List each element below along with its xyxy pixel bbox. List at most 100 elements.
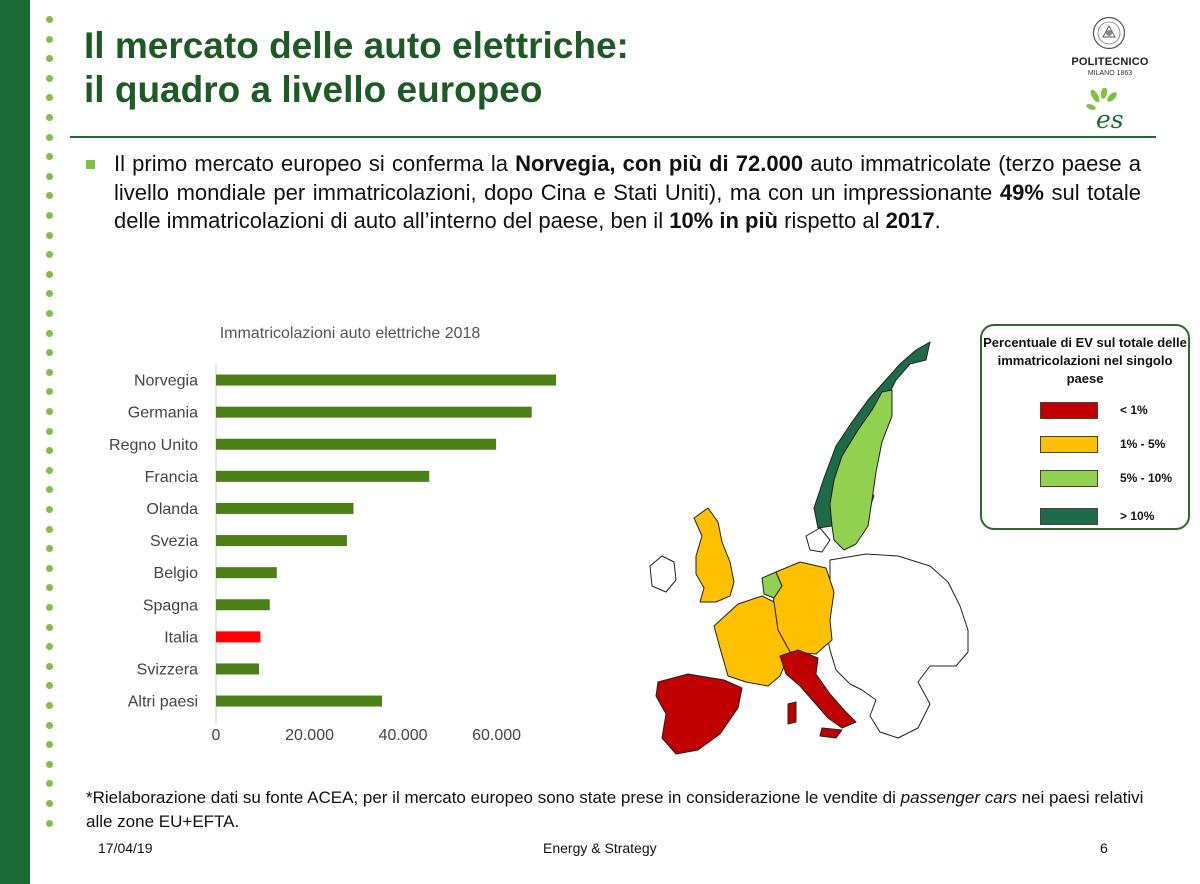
slide-title-line-2: il quadro a livello europeo [84,69,543,110]
bar-francia [216,470,430,482]
decorative-dot [46,310,53,317]
category-label-germania: Germania [128,405,198,422]
x-tick-label: 20.000 [285,727,334,744]
decorative-dot [46,290,53,298]
legend-item-lt-1: < 1% [1040,402,1190,420]
decorative-dot [46,427,53,435]
bar-spagna [216,599,270,611]
legend-item-1-5: 1% - 5% [1040,436,1190,454]
decorative-dot [46,153,53,161]
bullet-paragraph: Il primo mercato europeo si conferma la … [114,150,1141,236]
bullet-bold-year: 2017 [885,208,935,233]
legend-swatch-1-5 [1040,436,1098,453]
legend-label-1-5: 1% - 5% [1120,437,1166,451]
decorative-dot [46,447,53,455]
bullet-text-5: . [934,208,941,233]
map-france [713,595,791,687]
legend-swatch-gt-10 [1040,508,1098,525]
decorative-dot [46,172,53,180]
bullet-text-2: auto immatricolate (terzo paese a livell… [114,151,1141,205]
decorative-dot [46,662,53,670]
x-tick-label: 0 [212,727,221,744]
legend-label-lt-1: < 1% [1120,403,1148,417]
decorative-dot [46,329,53,337]
bar-svezia [216,535,347,547]
university-seal-icon [1092,16,1126,50]
footer-page-number: 6 [1100,840,1108,856]
decorative-dot [46,74,53,82]
decorative-dot [46,231,53,239]
bullet-bold-share: 49% [999,179,1044,205]
bar-regno-unito [216,438,497,450]
decorative-dot [46,388,53,396]
logo-mark-text: es [1096,105,1124,132]
decorative-dot [46,780,53,788]
bar-norvegia [216,374,556,386]
category-label-regno-unito: Regno Unito [109,437,198,454]
footer-company: Energy & Strategy [543,840,657,856]
legend-label-5-10: 5% - 10% [1120,471,1173,485]
source-footnote: *Rielaborazione dati su fonte ACEA; per … [86,786,1146,834]
legend-label-gt-10: > 10% [1120,509,1155,523]
slide-title: Il mercato delle auto elettriche: il qua… [84,24,629,112]
footnote-text-2: nei paesi relativi alle zone EU+EFTA. [86,788,1144,831]
decorative-dot [46,486,53,494]
bullet-bold-norway: Norvegia, con più di 72.000 [515,151,804,176]
category-label-belgio: Belgio [154,565,199,582]
decorative-dot [46,819,53,827]
decorative-dot [46,192,53,200]
decorative-dot [46,408,53,415]
decorative-dot [46,702,53,709]
decorative-dot [46,35,53,43]
category-label-altri-paesi: Altri paesi [128,694,198,711]
decorative-dot [46,368,53,376]
category-label-francia: Francia [145,469,198,486]
map-legend: Percentuale di EV sul totale delle immat… [980,324,1190,530]
footer-date: 17/04/19 [98,840,153,856]
left-accent-bar [0,0,30,884]
category-label-svizzera: Svizzera [137,661,198,678]
logo-city: MILANO 1863 [1087,70,1133,77]
decorative-dot [46,251,53,259]
legend-swatch-lt-1 [1040,402,1098,419]
decorative-dot [46,545,53,553]
decorative-dot [46,623,53,631]
decorative-dot [46,584,53,592]
decorative-dot [46,133,53,141]
politecnico-logo: POLITECNICO MILANO 1863 es [1060,14,1160,134]
decorative-dot-column [46,16,58,846]
legend-title: Percentuale di EV sul totale delle immat… [983,335,1187,386]
europe-ev-share-map [649,341,969,755]
decorative-dot [46,721,53,729]
category-label-norvegia: Norvegia [134,373,198,390]
bullet-marker [86,160,95,169]
logo-name: POLITECNICO [1071,56,1149,68]
decorative-dot [46,55,53,63]
legend-item-5-10: 5% - 10% [1040,470,1190,488]
decorative-dot [46,604,53,611]
decorative-dot [46,525,53,533]
bullet-bold-increase: 10% in più [669,208,778,233]
x-tick-label: 60.000 [472,727,521,744]
slide-title-line-1: Il mercato delle auto elettriche: [84,25,629,66]
category-label-italia: Italia [164,629,198,646]
decorative-dot [46,643,53,651]
chart-title: Immatricolazioni auto elettriche 2018 [220,325,481,342]
map-united-kingdom [693,507,735,603]
bar-germania [216,406,532,418]
bar-italia [216,631,261,643]
bullet-text-3: sul totale delle immatricolazioni di aut… [114,179,1141,234]
map-spain [655,673,743,755]
registrations-bar-chart: Immatricolazioni auto elettriche 2018 No… [109,325,556,744]
map-sweden [829,389,893,551]
legend-swatch-5-10 [1040,470,1098,487]
map-italy [779,649,857,739]
footnote-text-1: *Rielaborazione dati su fonte ACEA; per … [86,788,901,807]
decorative-dot [46,114,53,121]
bar-altri-paesi [216,695,383,707]
decorative-dot [46,94,53,102]
decorative-dot [46,466,53,474]
decorative-dot [46,564,53,572]
decorative-dot [46,800,53,807]
legend-item-gt-10: > 10% [1040,508,1190,526]
